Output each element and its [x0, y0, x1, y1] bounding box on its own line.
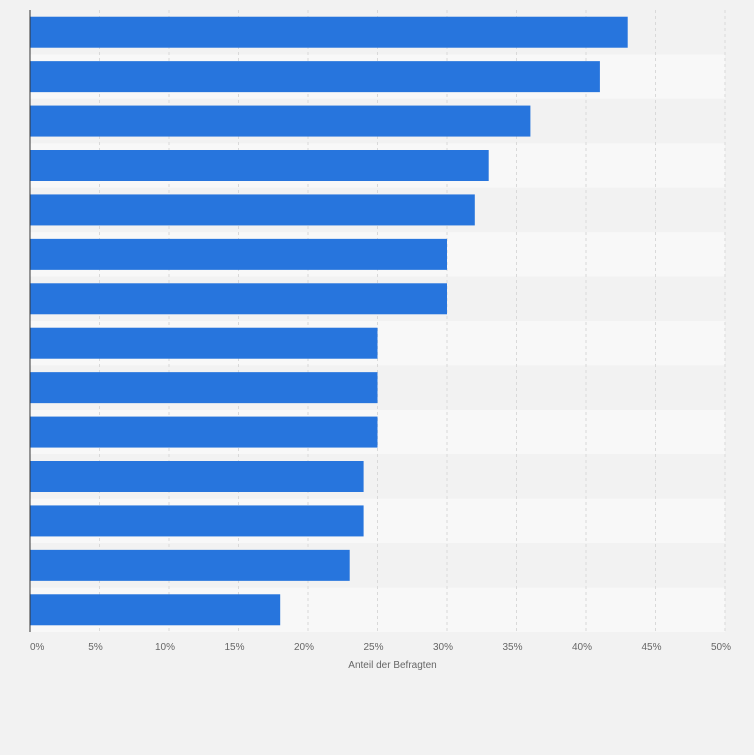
x-tick-label: 30% [433, 642, 453, 653]
bar[interactable] [30, 416, 378, 448]
bar[interactable] [30, 150, 489, 181]
x-axis-label: Anteil der Befragten [348, 660, 436, 671]
x-tick-label: 45% [641, 642, 661, 653]
bar[interactable] [30, 16, 628, 48]
bar[interactable] [30, 461, 364, 492]
x-tick-label: 0% [30, 642, 45, 653]
bar[interactable] [30, 372, 378, 404]
x-tick-label: 25% [363, 642, 383, 653]
x-tick-label: 15% [224, 642, 244, 653]
x-tick-label: 40% [572, 642, 592, 653]
x-tick-label: 20% [294, 642, 314, 653]
bar[interactable] [30, 327, 378, 359]
bars [30, 16, 628, 626]
x-tick-labels: 0% 5% 10% 15% 20% 25% 30% 35% 40% 45% 50% [30, 642, 731, 653]
bar[interactable] [30, 594, 281, 626]
bar[interactable] [30, 238, 447, 270]
bar[interactable] [30, 194, 475, 226]
x-tick-label: 50% [711, 642, 731, 653]
bar[interactable] [30, 61, 600, 93]
bar[interactable] [30, 549, 350, 581]
bar[interactable] [30, 283, 447, 315]
bar[interactable] [30, 505, 364, 537]
x-tick-label: 10% [155, 642, 175, 653]
bar[interactable] [30, 105, 531, 137]
x-tick-label: 35% [502, 642, 522, 653]
x-tick-label: 5% [88, 642, 103, 653]
